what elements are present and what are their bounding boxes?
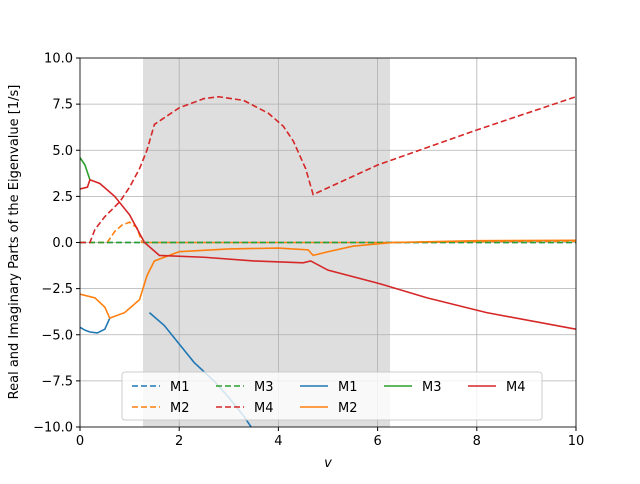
x-tick-label: 2 — [175, 434, 183, 449]
legend-label: M2 — [338, 401, 358, 416]
y-tick-label: 10.0 — [44, 52, 73, 67]
series-line — [80, 157, 91, 181]
legend-label: M1 — [338, 380, 358, 395]
y-tick-label: 7.5 — [52, 98, 73, 113]
y-tick-label: 5.0 — [52, 144, 73, 159]
x-axis-label: v — [324, 456, 332, 471]
legend-label: M3 — [254, 380, 274, 395]
y-tick-label: −10.0 — [33, 421, 73, 436]
y-axis-label: Real and Imaginary Parts of the Eigenval… — [7, 85, 22, 400]
legend-label: M4 — [506, 380, 526, 395]
x-tick-label: 4 — [274, 434, 282, 449]
y-tick-label: −7.5 — [41, 374, 73, 389]
legend-label: M2 — [170, 401, 190, 416]
series-line — [80, 95, 576, 244]
x-tick-label: 10 — [568, 434, 585, 449]
series-line — [80, 178, 576, 331]
x-tick-label: 6 — [373, 434, 381, 449]
x-tick-label: 0 — [76, 434, 84, 449]
legend-label: M1 — [170, 380, 190, 395]
legend-label: M4 — [254, 401, 274, 416]
y-tick-label: −5.0 — [41, 328, 73, 343]
legend-box — [121, 371, 543, 421]
y-tick-label: −2.5 — [41, 282, 73, 297]
axes-frame — [79, 57, 577, 428]
series-line — [80, 239, 576, 320]
y-tick-label: 2.5 — [52, 190, 73, 205]
x-tick-label: 8 — [473, 434, 481, 449]
legend-label: M3 — [422, 380, 442, 395]
y-tick-label: 0.0 — [52, 236, 73, 251]
